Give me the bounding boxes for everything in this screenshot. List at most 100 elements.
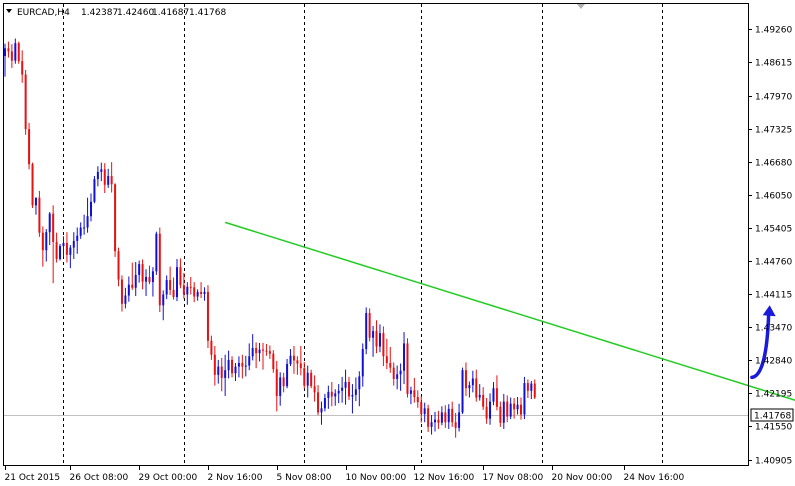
candle	[313, 375, 316, 402]
candle-body	[117, 251, 120, 280]
candle	[93, 176, 96, 204]
candle	[176, 258, 178, 302]
candle-body	[454, 422, 457, 428]
candle	[169, 266, 172, 296]
candle	[62, 236, 65, 257]
chart-shift-marker-icon[interactable]	[577, 4, 585, 9]
price-tick-label: 1.48615	[755, 59, 792, 69]
candle-body	[286, 364, 289, 387]
candle	[533, 379, 536, 400]
candle-body	[489, 401, 492, 419]
candle-body	[330, 391, 333, 397]
price-tick-label: 1.46680	[755, 159, 792, 169]
time-tick-label: 2 Nov 16:00	[208, 473, 263, 483]
candle-body	[86, 216, 89, 228]
candle-body	[127, 284, 130, 296]
candle-body	[227, 359, 230, 371]
candle-body	[499, 406, 502, 423]
candle	[423, 402, 426, 423]
candle-body	[62, 242, 65, 247]
candle-body	[65, 242, 68, 255]
candle-body	[385, 356, 388, 363]
time-axis: 21 Oct 2015 26 Oct 08:00 29 Oct 00:00 2 Nov…	[5, 466, 684, 483]
candle	[38, 190, 41, 237]
candle-body	[155, 233, 158, 272]
candle	[114, 183, 117, 257]
candle-body	[186, 286, 189, 295]
candle	[127, 276, 130, 302]
candle-body	[172, 289, 175, 298]
candle	[526, 379, 529, 399]
candle	[413, 377, 416, 403]
candle-body	[241, 362, 244, 367]
candle-body	[337, 390, 340, 394]
candle-body	[234, 366, 237, 374]
candle	[45, 229, 48, 262]
chart-header: EURCAD,H4 1.42387 1.42460 1.41687 1.4176…	[6, 8, 226, 18]
candle-body	[344, 382, 347, 388]
candle-body	[306, 372, 309, 386]
chart-menu-triangle-icon[interactable]	[6, 9, 12, 13]
candle	[65, 232, 68, 263]
candle-body	[317, 392, 320, 413]
candle-body	[523, 383, 526, 415]
trendline[interactable]	[224, 221, 795, 440]
candle	[475, 369, 478, 402]
candle-body	[237, 362, 240, 367]
header-open: 1.42387	[81, 8, 118, 18]
candle-body	[79, 227, 82, 236]
candle	[272, 350, 275, 373]
candle-body	[182, 285, 185, 295]
candle	[495, 375, 498, 411]
candle	[478, 384, 481, 401]
up-arrow-annotation[interactable]	[750, 305, 776, 380]
candle	[520, 397, 522, 420]
candle-body	[506, 401, 509, 417]
candle-body	[513, 403, 516, 410]
candle	[372, 325, 375, 357]
candle-body	[320, 408, 323, 413]
candle-body	[169, 280, 172, 290]
candle	[454, 412, 457, 438]
candle	[437, 410, 440, 429]
candle	[268, 345, 271, 359]
time-tick-label: 5 Nov 08:00	[277, 473, 332, 483]
candle-body	[272, 353, 275, 370]
candle-body	[83, 227, 86, 229]
candle	[52, 205, 55, 284]
candle	[55, 232, 58, 263]
candle-body	[396, 374, 399, 379]
price-tick-label: 1.43470	[755, 324, 792, 334]
candle-body	[59, 246, 62, 259]
candle-body	[282, 377, 285, 387]
candle-body	[4, 48, 6, 57]
price-tick-label: 1.42195	[755, 390, 792, 400]
candle	[255, 342, 258, 369]
candle	[248, 343, 251, 371]
current-price-tag: 1.41768	[750, 408, 794, 422]
candle	[502, 393, 505, 429]
candle	[492, 382, 495, 406]
candle	[96, 166, 99, 187]
candle	[138, 260, 141, 283]
candle-body	[296, 360, 299, 364]
candle-body	[440, 412, 443, 423]
candle-body	[313, 386, 316, 393]
current-price-tag-box	[750, 408, 794, 422]
candle-body	[48, 213, 51, 233]
candle	[79, 222, 82, 239]
candle-body	[72, 240, 75, 248]
candle-body	[327, 391, 330, 399]
candle	[124, 287, 127, 309]
candle-body	[200, 291, 203, 294]
candle-body	[24, 74, 27, 130]
candle	[403, 332, 406, 385]
candle-body	[217, 366, 220, 375]
candle	[117, 247, 120, 287]
candle-body	[372, 331, 375, 338]
candles	[4, 38, 536, 438]
candle-body	[107, 176, 110, 185]
candle-body	[495, 388, 498, 407]
header-close: 1.41768	[189, 8, 226, 18]
